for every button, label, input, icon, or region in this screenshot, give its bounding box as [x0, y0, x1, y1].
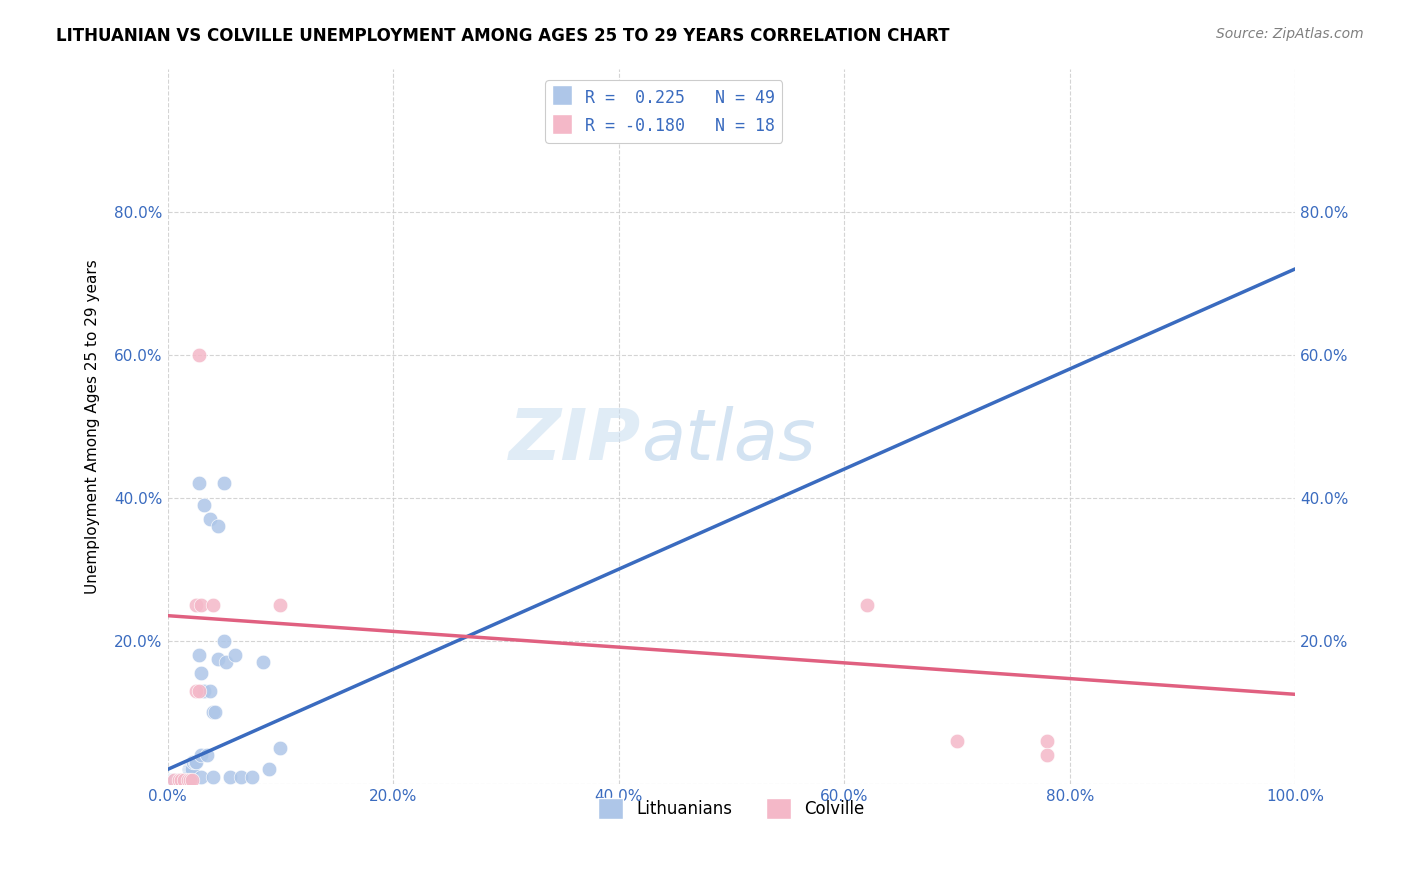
Point	[181, 763, 204, 777]
Point	[212, 633, 235, 648]
Point	[177, 773, 200, 788]
Text: Source: ZipAtlas.com: Source: ZipAtlas.com	[1216, 27, 1364, 41]
Point	[179, 763, 201, 777]
Point	[167, 773, 190, 788]
Point	[856, 598, 879, 612]
Text: ZIP: ZIP	[509, 406, 641, 475]
Point	[160, 773, 183, 788]
Point	[184, 756, 207, 770]
Point	[201, 770, 224, 784]
Point	[1036, 734, 1059, 748]
Point	[173, 773, 195, 788]
Point	[170, 773, 193, 788]
Point	[215, 655, 238, 669]
Point	[184, 598, 207, 612]
Point	[163, 773, 186, 788]
Point	[176, 773, 198, 788]
Point	[204, 705, 226, 719]
Point	[229, 770, 252, 784]
Point	[162, 773, 184, 788]
Point	[188, 348, 211, 362]
Point	[207, 651, 229, 665]
Point	[170, 773, 193, 788]
Point	[193, 683, 215, 698]
Point	[224, 648, 246, 662]
Point	[165, 773, 187, 788]
Point	[188, 683, 211, 698]
Point	[166, 773, 188, 788]
Point	[212, 476, 235, 491]
Point	[195, 748, 218, 763]
Point	[252, 655, 274, 669]
Point	[207, 519, 229, 533]
Point	[188, 476, 211, 491]
Point	[160, 773, 183, 788]
Point	[200, 683, 222, 698]
Point	[173, 773, 195, 788]
Point	[269, 598, 291, 612]
Legend: Lithuanians, Colville: Lithuanians, Colville	[592, 792, 872, 825]
Point	[179, 773, 201, 788]
Point	[177, 763, 200, 777]
Point	[257, 763, 280, 777]
Point	[193, 498, 215, 512]
Point	[946, 734, 969, 748]
Point	[190, 665, 212, 680]
Point	[177, 773, 200, 788]
Point	[190, 748, 212, 763]
Point	[269, 741, 291, 756]
Point	[188, 648, 211, 662]
Point	[183, 756, 205, 770]
Point	[163, 773, 186, 788]
Y-axis label: Unemployment Among Ages 25 to 29 years: Unemployment Among Ages 25 to 29 years	[86, 259, 100, 593]
Point	[159, 773, 181, 788]
Point	[166, 773, 188, 788]
Point	[180, 763, 202, 777]
Text: LITHUANIAN VS COLVILLE UNEMPLOYMENT AMONG AGES 25 TO 29 YEARS CORRELATION CHART: LITHUANIAN VS COLVILLE UNEMPLOYMENT AMON…	[56, 27, 949, 45]
Point	[201, 598, 224, 612]
Point	[183, 756, 205, 770]
Point	[240, 770, 263, 784]
Point	[184, 683, 207, 698]
Text: atlas: atlas	[641, 406, 815, 475]
Point	[167, 773, 190, 788]
Point	[201, 705, 224, 719]
Point	[190, 770, 212, 784]
Point	[1036, 748, 1059, 763]
Point	[174, 773, 197, 788]
Point	[181, 773, 204, 788]
Point	[200, 512, 222, 526]
Point	[172, 773, 194, 788]
Point	[169, 773, 191, 788]
Point	[218, 770, 240, 784]
Point	[190, 598, 212, 612]
Point	[172, 773, 194, 788]
